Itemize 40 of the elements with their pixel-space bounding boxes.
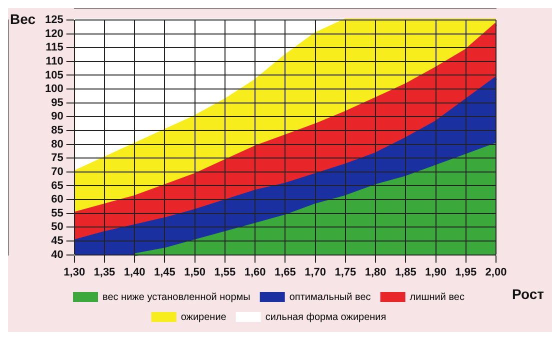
legend-label: оптимальный вес xyxy=(289,292,371,303)
x-tick-label: 1,45 xyxy=(154,266,176,278)
y-tick-label: 45 xyxy=(51,235,64,248)
x-tick-label: 1,90 xyxy=(425,266,446,278)
y-tick-label: 80 xyxy=(51,138,64,150)
y-tick-label: 65 xyxy=(51,180,64,192)
y-tick-label: 105 xyxy=(44,69,64,82)
x-tick-label: 1,85 xyxy=(394,266,416,278)
y-tick-label: 115 xyxy=(46,42,64,54)
legend-label: ожирение xyxy=(180,312,227,323)
y-tick-label: 125 xyxy=(44,14,64,26)
x-tick-label: 1,95 xyxy=(455,266,477,278)
y-tick-label: 85 xyxy=(51,124,64,137)
y-axis-title: Вес xyxy=(10,10,36,27)
legend-label: сильная форма ожирения xyxy=(265,312,386,323)
x-tick-label: 1,65 xyxy=(274,266,296,278)
legend-label: лишний вес xyxy=(410,292,464,303)
y-tick-label: 120 xyxy=(44,28,64,40)
x-tick-label: 1,80 xyxy=(364,266,386,278)
x-tick-label: 1,70 xyxy=(304,266,326,278)
y-tick-label: 110 xyxy=(46,55,64,68)
y-tick-label: 40 xyxy=(51,248,64,261)
y-tick-label: 60 xyxy=(51,194,64,206)
x-tick-label: 1,60 xyxy=(244,266,266,278)
x-tick-label: 2,00 xyxy=(485,266,507,278)
x-tick-label: 1,55 xyxy=(214,266,236,278)
y-tick-label: 95 xyxy=(51,96,64,109)
x-tick-label: 1,40 xyxy=(124,266,146,278)
y-tick-label: 75 xyxy=(51,152,64,164)
x-axis-title: Рост xyxy=(512,286,544,302)
x-tick-label: 1,50 xyxy=(184,266,206,278)
y-tick-label: 100 xyxy=(44,83,64,96)
x-tick-label: 1,30 xyxy=(64,266,86,278)
y-tick-label: 55 xyxy=(51,207,64,220)
x-tick-label: 1,75 xyxy=(334,266,356,278)
y-tick-label: 90 xyxy=(51,110,64,123)
legend-label: вес ниже установленной нормы xyxy=(102,292,250,303)
x-tick-label: 1,35 xyxy=(94,266,116,278)
y-tick-label: 70 xyxy=(51,166,64,178)
y-tick-label: 50 xyxy=(51,221,64,234)
